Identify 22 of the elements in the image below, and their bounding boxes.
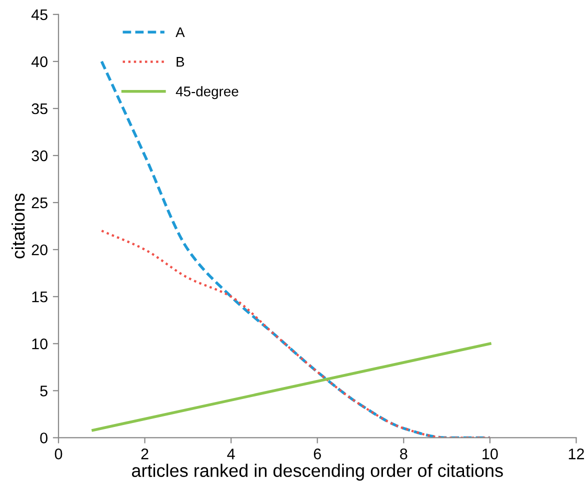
y-tick-label: 35	[32, 103, 48, 114]
legend-label: B	[176, 57, 184, 67]
y-tick-label: 5	[40, 386, 48, 396]
x-tick-label: 10	[482, 448, 498, 460]
x-tick-label: 8	[400, 448, 408, 460]
x-tick-label: 0	[54, 448, 62, 460]
x-tick-label: 6	[314, 448, 321, 460]
x-tick-label: 2	[141, 448, 148, 460]
y-tick-label: 30	[32, 150, 48, 162]
legend-label: 45-degree	[176, 86, 238, 100]
y-tick-label: 40	[31, 56, 48, 68]
y-tick-label: 15	[32, 292, 48, 302]
y-tick-label: 0	[40, 432, 48, 444]
x-tick-label: 4	[227, 448, 235, 460]
x-axis-title: articles ranked in descending order of citations	[132, 464, 503, 481]
legend-label: A	[176, 27, 185, 37]
y-tick-label: 20	[32, 244, 48, 256]
y-axis-title: citations	[11, 194, 25, 258]
y-tick-label: 10	[32, 338, 48, 350]
y-tick-label: 25	[32, 197, 48, 208]
x-tick-label: 12	[568, 448, 584, 460]
y-tick-label: 45	[31, 9, 48, 20]
